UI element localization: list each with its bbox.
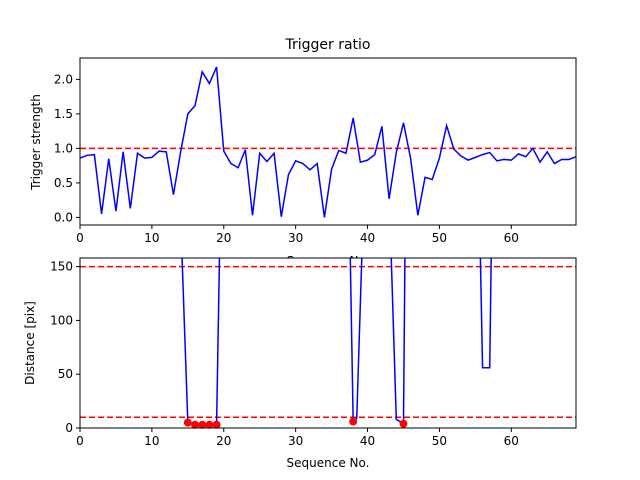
trigger-ratio-panel: Trigger ratio Trigger strength Sequence … bbox=[29, 37, 577, 268]
x-tick-label: 0 bbox=[76, 231, 84, 245]
y-tick-label: 2.0 bbox=[54, 72, 73, 86]
y-tick-label: 0 bbox=[65, 421, 73, 435]
axes-frame bbox=[79, 57, 577, 226]
plot-series bbox=[181, 257, 492, 429]
x-tick-label: 50 bbox=[432, 434, 447, 448]
y-tick-label: 50 bbox=[58, 367, 73, 381]
x-tick-label: 10 bbox=[144, 231, 159, 245]
x-tick-label: 40 bbox=[360, 231, 375, 245]
y-axis-label: Trigger strength bbox=[29, 94, 43, 191]
x-tick-label: 40 bbox=[360, 434, 375, 448]
x-tick-label: 0 bbox=[76, 434, 84, 448]
axis-ticks: 0 10 20 30 40 50 60 0 50 100 150 bbox=[50, 260, 519, 448]
y-tick-label: 1.0 bbox=[54, 141, 73, 155]
x-axis-label: Sequence No. bbox=[287, 456, 370, 470]
data-marker bbox=[349, 417, 358, 426]
y-tick-label: 150 bbox=[50, 260, 73, 274]
chart-title: Trigger ratio bbox=[284, 37, 370, 53]
x-tick-label: 60 bbox=[504, 434, 519, 448]
x-tick-label: 60 bbox=[504, 231, 519, 245]
data-marker bbox=[198, 420, 207, 429]
y-tick-label: 0.0 bbox=[54, 210, 73, 224]
series-line bbox=[79, 66, 577, 218]
y-axis-label: Distance [pix] bbox=[23, 301, 37, 385]
x-tick-label: 20 bbox=[216, 231, 231, 245]
data-marker bbox=[205, 420, 214, 429]
axes-background bbox=[80, 258, 576, 428]
x-tick-label: 50 bbox=[432, 231, 447, 245]
x-tick-label: 30 bbox=[288, 434, 303, 448]
x-tick-label: 20 bbox=[216, 434, 231, 448]
y-tick-label: 100 bbox=[50, 313, 73, 327]
x-tick-label: 30 bbox=[288, 231, 303, 245]
series-line bbox=[479, 257, 492, 369]
data-marker bbox=[399, 419, 408, 428]
plot-series bbox=[79, 66, 577, 218]
axis-ticks: 0 10 20 30 40 50 60 0.0 0.5 1.0 1.5 2.0 bbox=[54, 72, 519, 245]
threshold-lines bbox=[80, 265, 576, 418]
data-marker bbox=[183, 418, 192, 427]
x-tick-label: 10 bbox=[144, 434, 159, 448]
data-marker bbox=[191, 420, 200, 429]
y-tick-label: 0.5 bbox=[54, 176, 73, 190]
axes-frame bbox=[79, 257, 577, 429]
distance-panel: Distance [pix] Sequence No. 0 10 20 30 40 50 6… bbox=[23, 257, 577, 470]
series-line bbox=[390, 257, 406, 426]
data-marker bbox=[212, 420, 221, 429]
y-tick-label: 1.5 bbox=[54, 107, 73, 121]
